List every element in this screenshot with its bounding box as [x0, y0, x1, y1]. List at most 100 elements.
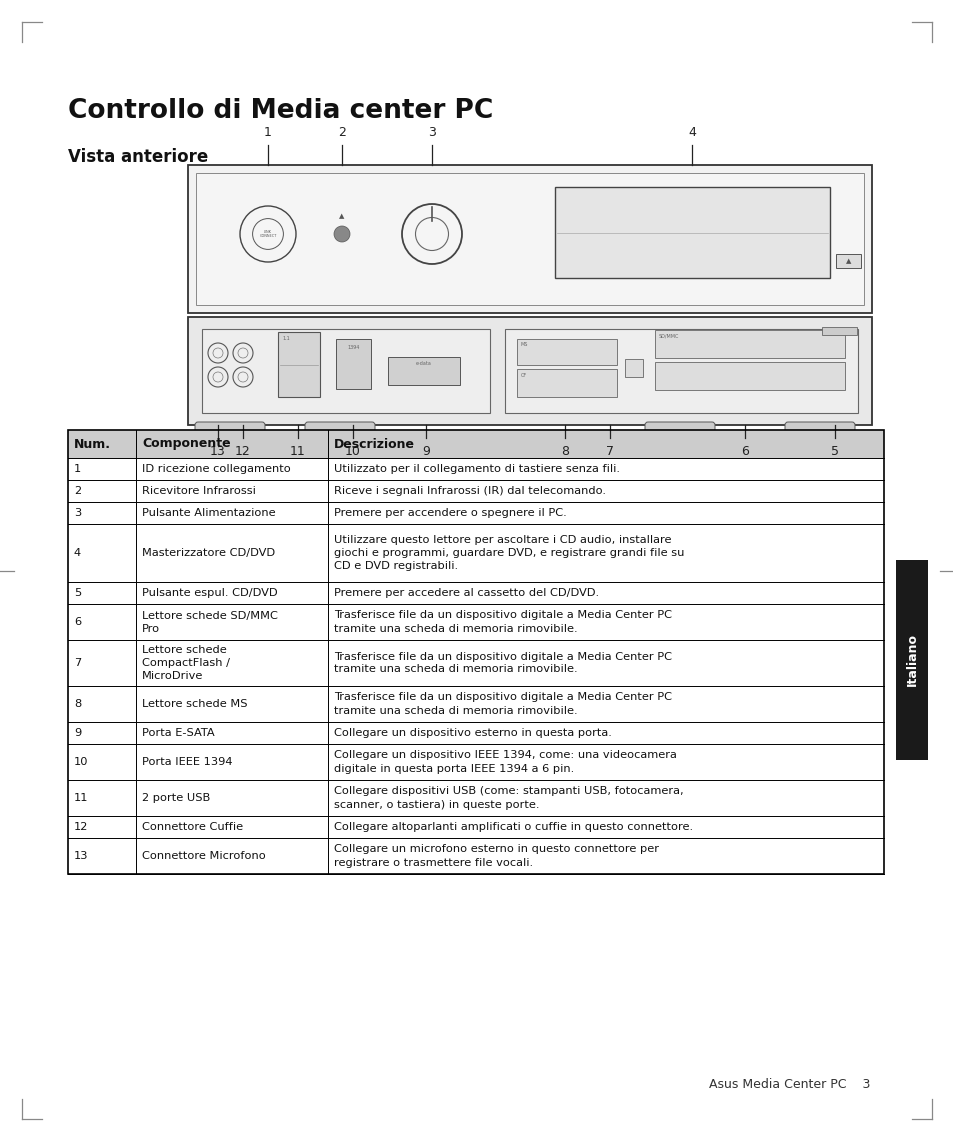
Text: Premere per accedere al cassetto del CD/DVD.: Premere per accedere al cassetto del CD/… [334, 588, 598, 598]
Text: tramite una scheda di memoria rimovibile.: tramite una scheda di memoria rimovibile… [334, 705, 577, 715]
Text: Pulsante Alimentazione: Pulsante Alimentazione [142, 508, 275, 518]
Text: Trasferisce file da un dispositivo digitale a Media Center PC: Trasferisce file da un dispositivo digit… [334, 652, 671, 662]
Bar [835, 254, 861, 268]
Text: 1: 1 [264, 126, 272, 139]
Text: Trasferisce file da un dispositivo digitale a Media Center PC: Trasferisce file da un dispositivo digit… [334, 693, 671, 703]
Text: Collegare un microfono esterno in questo connettore per: Collegare un microfono esterno in questo… [334, 844, 659, 855]
Text: Riceve i segnali Infrarossi (IR) dal telecomando.: Riceve i segnali Infrarossi (IR) dal tel… [334, 486, 605, 496]
Text: 4: 4 [687, 126, 695, 139]
Text: Connettore Cuffie: Connettore Cuffie [142, 822, 243, 832]
Text: MS: MS [520, 342, 528, 347]
Bar [68, 430, 883, 874]
Text: 9: 9 [74, 728, 81, 738]
Circle shape [334, 226, 350, 242]
Text: LINK
CONNECT: LINK CONNECT [259, 229, 276, 238]
Text: 1: 1 [74, 464, 81, 474]
Text: Descrizione: Descrizione [334, 437, 415, 451]
FancyBboxPatch shape [784, 422, 854, 450]
Text: 13: 13 [74, 851, 89, 861]
Text: 13: 13 [210, 445, 226, 458]
Text: giochi e programmi, guardare DVD, e registrare grandi file su: giochi e programmi, guardare DVD, e regi… [334, 548, 683, 558]
Text: Ricevitore Infrarossi: Ricevitore Infrarossi [142, 486, 255, 496]
Text: e-data: e-data [416, 361, 432, 366]
Text: 4: 4 [74, 548, 81, 558]
Bar [624, 359, 642, 377]
Text: 10: 10 [74, 756, 89, 767]
Text: 8: 8 [74, 699, 81, 709]
Text: 1394: 1394 [347, 345, 359, 350]
Text: 3: 3 [428, 126, 436, 139]
Text: Asus Media Center PC    3: Asus Media Center PC 3 [708, 1078, 869, 1092]
Text: CF: CF [520, 373, 527, 378]
Text: Utilizzato per il collegamento di tastiere senza fili.: Utilizzato per il collegamento di tastie… [334, 464, 619, 474]
Bar [821, 327, 856, 335]
Bar [895, 560, 927, 760]
Text: Utilizzare questo lettore per ascoltare i CD audio, installare: Utilizzare questo lettore per ascoltare … [334, 535, 671, 545]
Bar [655, 362, 844, 390]
Text: scanner, o tastiera) in queste porte.: scanner, o tastiera) in queste porte. [334, 800, 539, 809]
Text: 5: 5 [830, 445, 838, 458]
Text: Masterizzatore CD/DVD: Masterizzatore CD/DVD [142, 548, 274, 558]
Text: 6: 6 [740, 445, 748, 458]
Text: Collegare un dispositivo esterno in questa porta.: Collegare un dispositivo esterno in ques… [334, 728, 611, 738]
Text: 6: 6 [74, 617, 81, 628]
Text: tramite una scheda di memoria rimovibile.: tramite una scheda di memoria rimovibile… [334, 664, 577, 674]
Text: Lettore schede SD/MMC: Lettore schede SD/MMC [142, 610, 277, 621]
Bar [188, 317, 871, 424]
Text: registrare o trasmettere file vocali.: registrare o trasmettere file vocali. [334, 858, 533, 867]
Text: Componente: Componente [142, 437, 231, 451]
Text: Controllo di Media center PC: Controllo di Media center PC [68, 98, 493, 124]
Bar [555, 187, 829, 278]
Text: 2: 2 [74, 486, 81, 496]
Text: 7: 7 [74, 658, 81, 667]
Text: 1.1: 1.1 [282, 335, 290, 341]
Text: CompactFlash /: CompactFlash / [142, 658, 230, 667]
Bar [335, 339, 371, 389]
Text: Italiano: Italiano [904, 633, 918, 687]
Text: ▲: ▲ [845, 258, 850, 264]
Text: 5: 5 [74, 588, 81, 598]
Text: Lettore schede MS: Lettore schede MS [142, 699, 247, 709]
Text: digitale in questa porta IEEE 1394 a 6 pin.: digitale in questa porta IEEE 1394 a 6 p… [334, 763, 574, 774]
Text: CD e DVD registrabili.: CD e DVD registrabili. [334, 561, 457, 570]
Text: Pro: Pro [142, 623, 160, 633]
Bar [517, 339, 617, 365]
Text: Pulsante espul. CD/DVD: Pulsante espul. CD/DVD [142, 588, 277, 598]
Text: Num.: Num. [74, 437, 111, 451]
Bar [504, 329, 857, 413]
Text: Premere per accendere o spegnere il PC.: Premere per accendere o spegnere il PC. [334, 508, 566, 518]
Text: 10: 10 [345, 445, 360, 458]
FancyBboxPatch shape [644, 422, 714, 450]
Text: Vista anteriore: Vista anteriore [68, 148, 208, 165]
Text: 11: 11 [290, 445, 306, 458]
Bar [195, 173, 863, 305]
Text: MicroDrive: MicroDrive [142, 671, 203, 681]
Text: Collegare dispositivi USB (come: stampanti USB, fotocamera,: Collegare dispositivi USB (come: stampan… [334, 786, 683, 796]
Text: 8: 8 [560, 445, 568, 458]
FancyBboxPatch shape [194, 422, 265, 450]
Bar [188, 165, 871, 313]
Text: 7: 7 [605, 445, 614, 458]
Text: Trasferisce file da un dispositivo digitale a Media Center PC: Trasferisce file da un dispositivo digit… [334, 610, 671, 621]
Text: Collegare altoparlanti amplificati o cuffie in questo connettore.: Collegare altoparlanti amplificati o cuf… [334, 822, 693, 832]
Text: tramite una scheda di memoria rimovibile.: tramite una scheda di memoria rimovibile… [334, 623, 577, 633]
Text: Lettore schede: Lettore schede [142, 645, 227, 655]
Bar [655, 330, 844, 358]
Text: 12: 12 [74, 822, 89, 832]
Text: Porta E-SATA: Porta E-SATA [142, 728, 214, 738]
Text: Collegare un dispositivo IEEE 1394, come: una videocamera: Collegare un dispositivo IEEE 1394, come… [334, 751, 677, 761]
Bar [202, 329, 490, 413]
Bar [68, 430, 883, 458]
Bar [517, 369, 617, 397]
Text: 2 porte USB: 2 porte USB [142, 793, 210, 803]
Bar [388, 357, 459, 385]
Bar [277, 332, 319, 397]
Text: 12: 12 [234, 445, 251, 458]
Text: Porta IEEE 1394: Porta IEEE 1394 [142, 756, 233, 767]
Text: 3: 3 [74, 508, 81, 518]
Text: 2: 2 [337, 126, 346, 139]
Text: $▲$: $▲$ [338, 211, 345, 221]
Text: Connettore Microfono: Connettore Microfono [142, 851, 266, 861]
Text: ID ricezione collegamento: ID ricezione collegamento [142, 464, 291, 474]
Text: 11: 11 [74, 793, 89, 803]
